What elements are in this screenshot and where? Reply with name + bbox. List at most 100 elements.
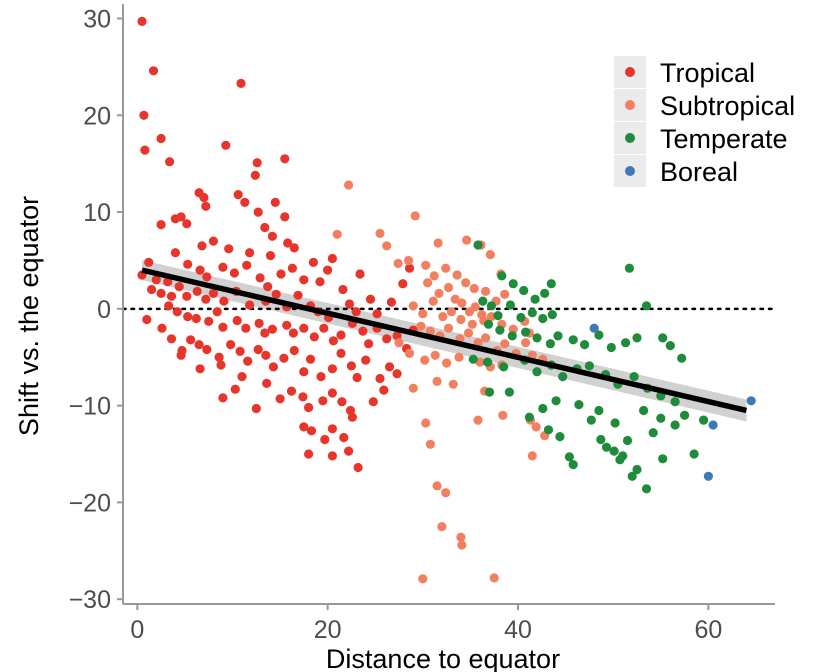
point-tropical (368, 397, 378, 407)
point-tropical (199, 192, 209, 203)
point-subtropical (456, 532, 466, 542)
point-tropical (230, 384, 240, 394)
point-temperate (468, 354, 478, 364)
point-tropical (352, 372, 362, 383)
point-subtropical (500, 289, 510, 299)
point-temperate (568, 335, 578, 345)
point-tropical (270, 197, 280, 207)
point-temperate (632, 333, 642, 343)
legend-label-boreal: Boreal (660, 157, 738, 187)
point-temperate (530, 294, 540, 304)
y-tick-label: −10 (69, 393, 111, 421)
point-tropical (232, 315, 242, 326)
point-tropical (287, 263, 297, 273)
point-tropical (299, 275, 309, 285)
point-tropical (327, 388, 337, 398)
point-boreal (708, 420, 718, 430)
point-tropical (404, 263, 415, 273)
point-temperate (527, 308, 537, 318)
point-tropical (386, 297, 396, 307)
point-temperate (596, 434, 606, 445)
point-tropical (237, 372, 247, 382)
point-tropical (265, 251, 276, 261)
point-tropical (164, 301, 174, 311)
point-tropical (214, 352, 224, 362)
point-temperate (699, 415, 709, 425)
point-tropical (208, 288, 218, 298)
y-tick-label: −20 (69, 489, 111, 517)
point-temperate (504, 387, 514, 397)
point-subtropical (332, 229, 342, 239)
legend-dot-subtropical (625, 100, 635, 110)
point-tropical (346, 361, 356, 371)
point-temperate (584, 361, 595, 371)
x-tick-label: 60 (694, 616, 722, 644)
point-tropical (218, 393, 228, 403)
point-temperate (622, 435, 633, 446)
point-temperate (508, 279, 518, 289)
point-tropical (156, 220, 166, 230)
x-tick-label: 20 (314, 616, 342, 644)
point-tropical (327, 451, 337, 461)
point-temperate (606, 342, 616, 353)
point-subtropical (432, 376, 442, 386)
point-subtropical (441, 263, 451, 273)
point-subtropical (461, 278, 471, 288)
point-tropical (219, 296, 229, 306)
point-temperate (482, 357, 493, 367)
legend-dot-boreal (625, 166, 635, 176)
point-tropical (157, 323, 167, 333)
point-temperate (621, 338, 631, 348)
point-temperate (540, 288, 550, 298)
point-tropical (195, 364, 205, 374)
point-tropical (253, 344, 263, 355)
point-tropical (202, 344, 212, 355)
point-tropical (208, 236, 218, 246)
point-temperate (670, 397, 680, 407)
point-temperate (568, 460, 578, 470)
point-tropical (308, 257, 318, 267)
point-tropical (361, 355, 371, 365)
point-tropical (137, 16, 147, 26)
point-tropical (218, 322, 228, 332)
point-subtropical (500, 339, 510, 349)
point-subtropical (434, 288, 444, 298)
point-tropical (226, 340, 236, 350)
point-tropical (320, 434, 330, 445)
y-axis-title: Shift vs. the equator (14, 196, 44, 436)
legend-label-temperate: Temperate (660, 124, 788, 154)
point-temperate (564, 452, 575, 462)
point-subtropical (428, 296, 438, 306)
point-tropical (241, 323, 251, 333)
point-tropical (283, 238, 293, 248)
point-tropical (254, 318, 264, 328)
point-tropical (224, 244, 234, 254)
point-tropical (299, 367, 309, 377)
point-tropical (151, 275, 161, 285)
point-tropical (201, 201, 211, 211)
point-subtropical (394, 338, 404, 348)
point-subtropical (403, 255, 414, 266)
point-temperate (629, 372, 639, 382)
point-subtropical (393, 258, 403, 268)
point-tropical (347, 412, 357, 422)
legend-dot-tropical (625, 67, 635, 77)
point-subtropical (421, 260, 431, 270)
point-tropical (240, 197, 250, 207)
point-tropical (192, 286, 202, 296)
x-axis-title: Distance to equator (326, 644, 560, 672)
point-subtropical (408, 301, 418, 311)
point-tropical (365, 294, 376, 304)
point-subtropical (429, 271, 439, 281)
point-subtropical (485, 250, 495, 260)
point-tropical (174, 282, 184, 292)
point-subtropical (446, 307, 456, 317)
point-tropical (204, 316, 214, 326)
point-subtropical (469, 283, 479, 294)
point-subtropical (473, 415, 483, 425)
point-tropical (183, 259, 193, 269)
point-tropical (344, 446, 354, 456)
point-tropical (229, 268, 239, 278)
point-temperate (627, 471, 637, 481)
point-tropical (364, 339, 374, 349)
